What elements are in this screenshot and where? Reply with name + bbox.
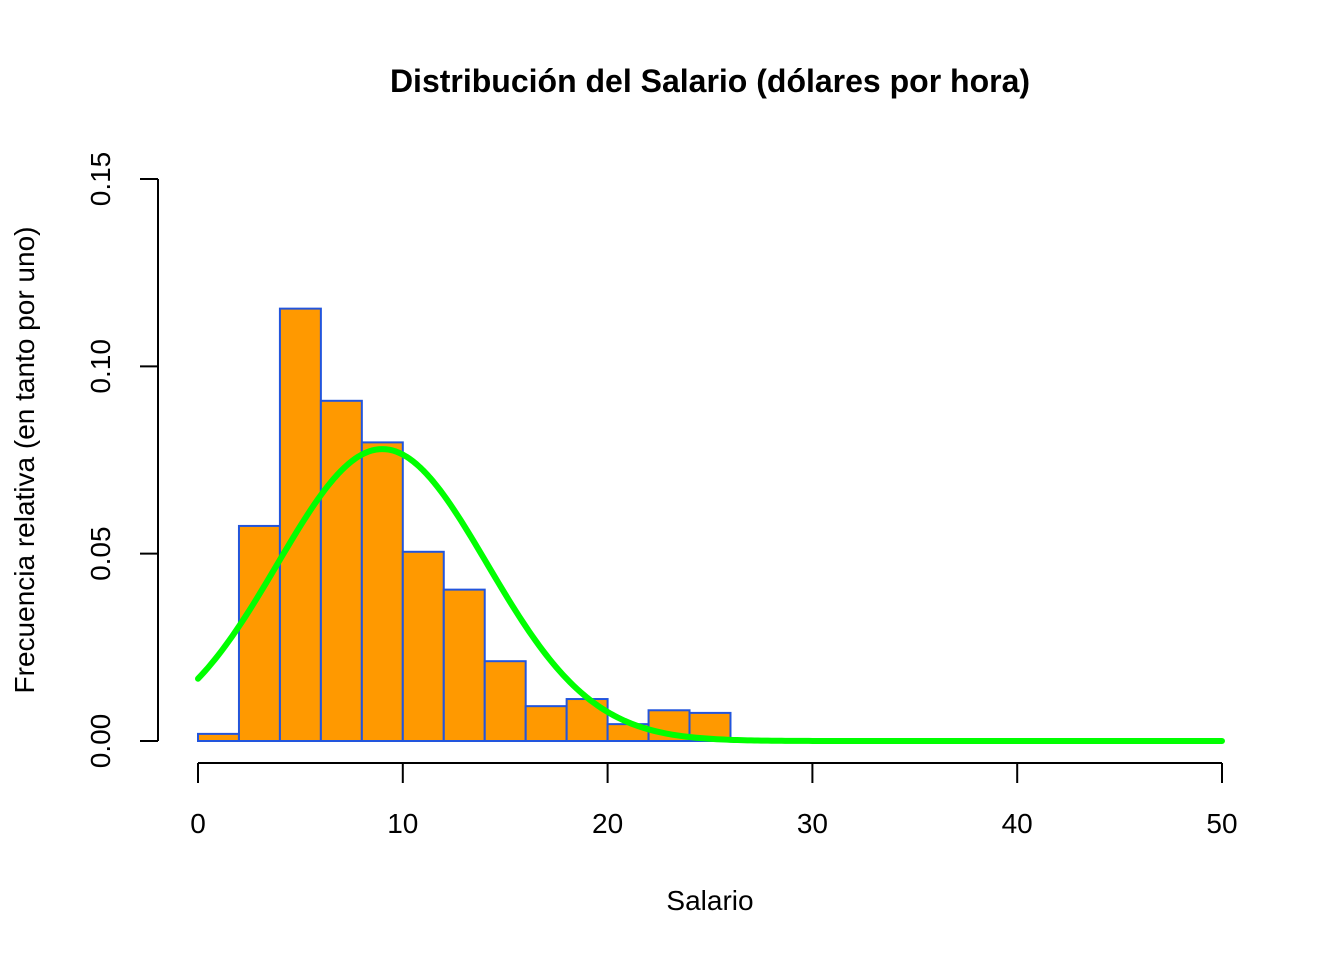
histogram-bar xyxy=(524,705,568,743)
histogram-bar xyxy=(237,524,281,743)
y-tick-label: 0.10 xyxy=(85,339,116,394)
x-tick-label: 20 xyxy=(592,808,623,839)
histogram-bar xyxy=(360,441,404,742)
x-axis-label: Salario xyxy=(666,885,753,916)
histogram-bar xyxy=(442,588,486,742)
x-tick-label: 40 xyxy=(1002,808,1033,839)
density-curve-group xyxy=(195,446,1225,744)
y-tick-label: 0.15 xyxy=(85,152,116,207)
histogram-bar xyxy=(401,550,445,742)
chart-title: Distribución del Salario (dólares por ho… xyxy=(390,63,1030,99)
x-axis: 0 10 20 30 40 50 xyxy=(190,762,1238,839)
x-tick-label: 50 xyxy=(1206,808,1237,839)
y-tick-label: 0.00 xyxy=(85,714,116,769)
y-tick-label: 0.05 xyxy=(85,526,116,581)
histogram-bar xyxy=(197,732,240,743)
x-tick-label: 0 xyxy=(190,808,206,839)
histogram-bar xyxy=(319,399,363,742)
y-axis: 0.00 0.05 0.10 0.15 xyxy=(85,152,159,769)
density-curve xyxy=(195,446,1225,744)
histogram-bar xyxy=(483,660,527,742)
y-axis-label: Frecuencia relativa (en tanto por uno) xyxy=(9,227,40,694)
bars-group xyxy=(197,307,1142,743)
x-tick-label: 10 xyxy=(387,808,418,839)
x-tick-label: 30 xyxy=(797,808,828,839)
